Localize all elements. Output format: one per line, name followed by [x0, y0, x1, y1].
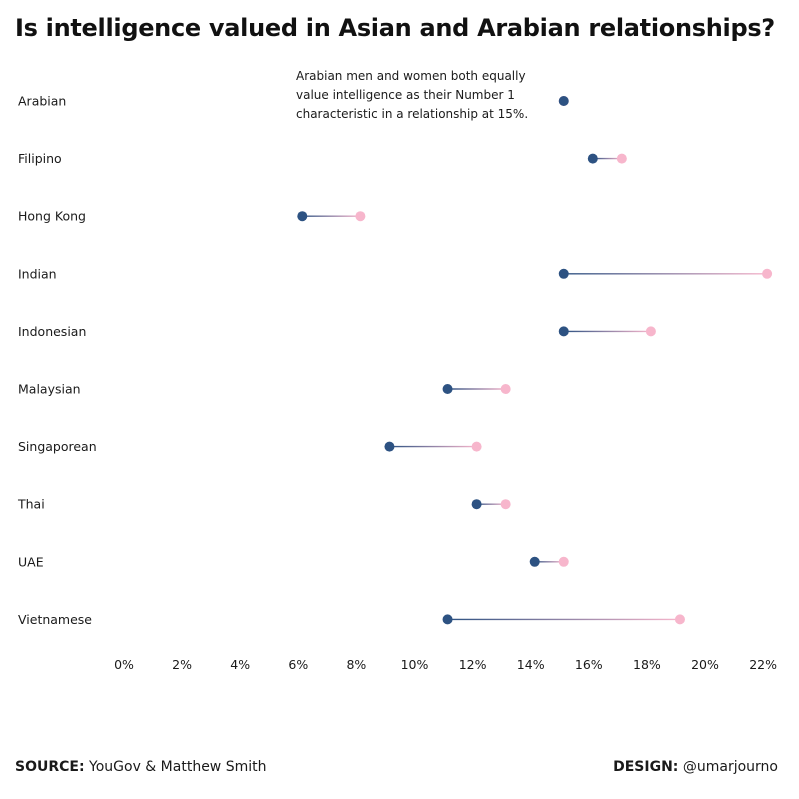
- category-label-singaporean: Singaporean: [18, 439, 97, 454]
- category-label-hong-kong: Hong Kong: [18, 209, 86, 224]
- men-point-thai: [471, 499, 482, 510]
- men-point-singaporean: [384, 441, 395, 452]
- x-tick-label-10: 10%: [401, 657, 429, 672]
- x-tick-label-8: 8%: [346, 657, 366, 672]
- x-tick-label-6: 6%: [288, 657, 308, 672]
- design-text: @umarjourno: [682, 759, 778, 775]
- x-tick-label-12: 12%: [459, 657, 487, 672]
- women-point-malaysian: [500, 384, 511, 394]
- design-label: DESIGN:: [613, 759, 679, 775]
- x-axis-ticks: 0% 2% 4% 6% 8% 10% 12% 14% 16% 18% 20% 22%: [114, 657, 777, 672]
- women-point-indian: [762, 268, 773, 279]
- men-point-malaysian: [442, 384, 453, 394]
- annotation-line-1: Arabian men and women both equally: [296, 69, 526, 83]
- annotation: Arabian men and women both equally value …: [296, 69, 528, 121]
- women-point-singaporean: [471, 441, 482, 452]
- data-points: [297, 96, 773, 625]
- men-point-arabian: [558, 96, 569, 106]
- women-point-hong-kong: [355, 211, 366, 222]
- annotation-line-3: characteristic in a relationship at 15%.: [296, 107, 528, 121]
- x-tick-label-20: 20%: [691, 657, 719, 672]
- x-tick-label-18: 18%: [633, 657, 661, 672]
- category-label-vietnamese: Vietnamese: [18, 612, 92, 627]
- category-label-arabian: Arabian: [18, 94, 66, 109]
- women-point-thai: [500, 499, 511, 510]
- category-label-thai: Thai: [17, 497, 45, 512]
- women-point-indonesian: [645, 326, 656, 337]
- dumbbell-chart: Arabian men and women both equally value …: [17, 69, 777, 672]
- women-point-filipino: [616, 153, 627, 164]
- x-tick-label-2: 2%: [172, 657, 192, 672]
- category-label-uae: UAE: [18, 554, 44, 569]
- category-label-indian: Indian: [18, 266, 57, 281]
- men-point-vietnamese: [442, 614, 453, 625]
- source-text: YouGov & Matthew Smith: [89, 759, 267, 775]
- annotation-line-2: value intelligence as their Number 1: [296, 88, 515, 102]
- category-label-filipino: Filipino: [18, 151, 62, 166]
- category-labels: Arabian Filipino Hong Kong Indian Indonesian…: [17, 94, 97, 627]
- x-tick-label-22: 22%: [749, 657, 777, 672]
- x-tick-label-14: 14%: [517, 657, 545, 672]
- women-point-uae: [558, 556, 569, 567]
- category-label-indonesian: Indonesian: [18, 324, 86, 339]
- x-tick-label-0: 0%: [114, 657, 134, 672]
- source-credit: SOURCE: YouGov & Matthew Smith: [15, 759, 266, 775]
- design-credit: DESIGN: @umarjourno: [613, 759, 778, 775]
- men-point-uae: [529, 556, 540, 567]
- men-point-indonesian: [558, 326, 569, 337]
- men-point-hong-kong: [297, 211, 308, 222]
- chart-title: Is intelligence valued in Asian and Arab…: [15, 14, 775, 42]
- x-tick-label-16: 16%: [575, 657, 603, 672]
- men-point-filipino: [587, 153, 598, 164]
- x-tick-label-4: 4%: [230, 657, 250, 672]
- source-label: SOURCE:: [15, 759, 85, 775]
- men-point-indian: [558, 268, 569, 279]
- connector-lines: [302, 157, 768, 621]
- category-label-malaysian: Malaysian: [18, 382, 81, 397]
- women-point-vietnamese: [674, 614, 685, 625]
